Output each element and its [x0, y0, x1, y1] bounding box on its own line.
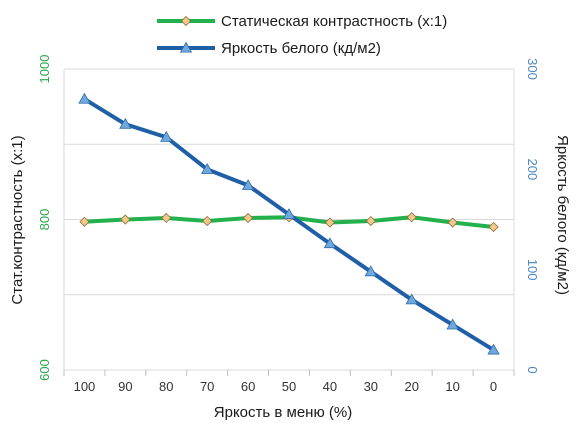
data-point	[487, 343, 500, 355]
legend-label: Статическая контрастность (x:1)	[221, 13, 447, 30]
data-point	[78, 92, 91, 104]
x-tick-label: 50	[282, 379, 296, 394]
data-point	[160, 130, 173, 142]
left-axis: 600 800 1000	[37, 55, 52, 381]
data-point	[241, 179, 255, 190]
series-layer	[78, 92, 500, 355]
right-axis: 0 100 200 300	[525, 58, 540, 373]
data-point	[79, 216, 90, 227]
x-tick-label: 40	[323, 379, 337, 394]
y-axis-label-right: Яркость белого (кд/м2)	[554, 135, 571, 295]
right-tick-label: 300	[525, 58, 540, 80]
x-tick-label: 10	[445, 379, 459, 394]
series-line	[82, 97, 496, 352]
x-tick-label: 0	[490, 379, 497, 394]
data-point	[447, 217, 458, 228]
y-axis-label-left: Стат.контрастность (x:1)	[9, 135, 26, 304]
left-tick-label: 1000	[37, 55, 52, 84]
data-point	[364, 265, 378, 277]
right-tick-label: 100	[525, 259, 540, 281]
data-point	[202, 215, 213, 227]
x-tick-label: 30	[364, 379, 378, 394]
legend-label: Яркость белого (кд/м2)	[221, 40, 381, 57]
data-point	[406, 212, 417, 223]
right-tick-label: 0	[525, 366, 540, 373]
series-2	[78, 92, 500, 355]
x-axis-label: Яркость в меню (%)	[214, 404, 352, 421]
x-tick-label: 60	[241, 379, 255, 394]
legend-marker	[180, 15, 192, 27]
data-point	[323, 237, 337, 249]
right-tick-label: 200	[525, 158, 540, 180]
data-point	[119, 117, 132, 129]
left-tick-label: 600	[37, 359, 52, 381]
x-tick-label: 80	[159, 379, 173, 394]
data-point	[120, 214, 131, 225]
data-point	[488, 221, 499, 233]
legend: Статическая контрастность (x:1) Яркость б…	[157, 13, 447, 57]
data-point	[365, 215, 376, 227]
legend-marker	[179, 41, 193, 53]
x-tick-label: 90	[118, 379, 132, 394]
data-point	[324, 217, 335, 228]
data-point	[161, 212, 172, 224]
data-point	[200, 163, 214, 174]
data-point	[243, 212, 254, 224]
x-tick-label: 20	[404, 379, 418, 394]
data-point	[446, 318, 459, 330]
x-tick-label: 100	[74, 379, 96, 394]
x-tick-label: 70	[200, 379, 214, 394]
x-axis: 100 90 80 70 60 50 40 30 20 10 0	[63, 370, 515, 394]
left-tick-label: 800	[37, 209, 52, 231]
data-point	[282, 208, 296, 220]
data-point	[405, 293, 418, 305]
